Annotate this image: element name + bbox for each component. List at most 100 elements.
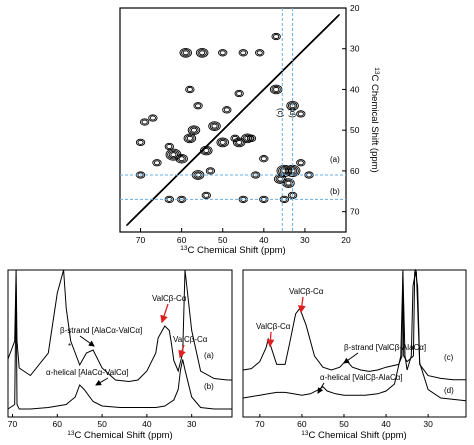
x-tick-label: 40 (381, 419, 391, 429)
annotation-alpha-helical-right: α-helical [ValCβ-AlaCα] (320, 373, 403, 382)
trace-c (242, 268, 466, 381)
annotation-valcb-2: ValCβ-Cα (173, 335, 208, 344)
black-arrow-beta-right (343, 352, 359, 364)
annotation-valcb-4: ValCβ-Cα (289, 287, 324, 296)
red-arrow-1 (160, 303, 169, 324)
black-arrow-beta-left (79, 335, 95, 347)
cross-peak-contour (195, 47, 209, 58)
cross-peak-contour (246, 134, 257, 142)
cross-peak-contour (137, 139, 144, 145)
cross-peak-contour (222, 106, 232, 114)
y-tick-label: 20 (350, 3, 360, 13)
cross-peak-contour (219, 139, 226, 145)
cross-peak-contour (255, 49, 265, 57)
right-1d-slices: 70 60 50 40 30 (c) (d) ValCβ-Cα ValCβ-Cα β-s… (242, 268, 467, 442)
black-arrow-alpha-right (317, 382, 325, 394)
x-tick-label: 70 (255, 419, 265, 429)
cross-peak-contour (296, 159, 306, 167)
y-tick-label: 50 (350, 125, 360, 135)
cross-peak-contour (223, 107, 230, 113)
cross-peak-contour (175, 153, 188, 164)
x-tick-label: 60 (177, 235, 187, 245)
cross-peak-contour (153, 160, 161, 166)
cross-peak-contour (304, 171, 314, 179)
cross-peak-contour (285, 180, 292, 186)
cross-peak-contour (201, 191, 211, 199)
top-2d-spectrum: 70 60 50 40 30 20 20 30 40 50 60 70 (a) (b) (c) (d… (119, 3, 381, 257)
cross-peak-contour (181, 49, 191, 57)
slice-label-d: (d) (288, 108, 297, 118)
left-x-ticks: 70 60 50 40 30 (8, 414, 197, 429)
left-traces (7, 269, 232, 410)
cross-peak-contour (256, 50, 263, 56)
right-trace-label-d: (d) (444, 386, 454, 395)
cross-peak-contour (218, 49, 228, 57)
cross-peak-contour (195, 103, 202, 109)
cross-peak-contour (297, 111, 304, 117)
cross-peak-contour (260, 156, 267, 162)
cross-peak-contour (273, 34, 280, 39)
annotation-beta-strand-right: β-strand [ValCβ-AlaCα] (344, 343, 426, 352)
cross-peak-contour (166, 144, 173, 149)
right-x-axis-label: 13C Chemical Shift (ppm) (301, 430, 406, 442)
cross-peak-contour (203, 148, 210, 153)
cross-peak-contour (275, 175, 285, 183)
trace-a (7, 269, 232, 383)
cross-peak-contour (271, 85, 281, 94)
annotation-valcb-1: ValCβ-Cα (152, 294, 187, 303)
y-tick-label: 30 (350, 44, 360, 54)
annotation-beta-strand-left: β-strand [AlaCα-ValCα] (60, 326, 142, 335)
cross-peak-contour (273, 87, 280, 92)
cross-peak-contour (248, 135, 255, 141)
y-tick-label: 70 (350, 207, 360, 217)
cross-peak-contour (244, 135, 251, 141)
top-y-ticks: 20 30 40 50 60 70 (342, 3, 360, 217)
cross-peak-contour (205, 167, 216, 175)
cross-peak-contour (279, 167, 290, 175)
slice-label-b: (b) (330, 187, 340, 196)
cross-peak-contour (236, 91, 243, 96)
left-x-axis-label: 13C Chemical Shift (ppm) (67, 430, 172, 442)
top-x-axis-label: 13C Chemical Shift (ppm) (180, 245, 285, 257)
top-y-axis-label: 13C Chemical Shift (ppm) (369, 67, 381, 172)
cross-peak-contour (208, 121, 221, 131)
cross-peak-contour (281, 168, 288, 174)
annotation-asterisk: * (68, 342, 71, 351)
cross-peak-contour (186, 87, 193, 92)
cross-peak-contour (201, 146, 211, 155)
cross-peak-contour (218, 138, 228, 147)
cross-peak-contour (234, 89, 244, 98)
cross-peak-contour (230, 134, 240, 142)
cross-peak-contour (240, 50, 247, 56)
left-trace-label-b: (b) (204, 382, 214, 391)
cross-peak-contour (187, 125, 201, 136)
annotation-alpha-helical-left: α-helical [AlaCα-ValCα] (46, 368, 129, 377)
x-tick-label: 40 (142, 419, 152, 429)
cross-peak-contour (271, 32, 281, 41)
cross-peak-contour (297, 160, 304, 166)
cross-peak-contour (232, 135, 239, 141)
red-arrow-3 (266, 331, 275, 348)
left-1d-slices: 70 60 50 40 30 (a) (b) ValCβ-Cα ValCβ-Cα β-s… (7, 269, 233, 442)
cross-peak-contour (207, 168, 214, 174)
trace-d (242, 271, 467, 402)
cross-peak-contour (209, 122, 220, 130)
cross-peak-contour (186, 135, 193, 141)
right-x-ticks: 70 60 50 40 30 (255, 414, 433, 429)
cross-peak-contour (178, 156, 185, 162)
cross-peak-contour (140, 118, 150, 126)
top-x-ticks: 70 60 50 40 30 20 (136, 228, 351, 245)
cross-peak-contour (278, 166, 291, 176)
slice-guide-lines (120, 8, 346, 232)
x-tick-label: 20 (341, 235, 351, 245)
red-arrow-2 (178, 344, 186, 359)
cross-peak-contour (185, 134, 195, 142)
x-tick-label: 60 (297, 419, 307, 429)
right-traces (242, 268, 467, 402)
y-tick-label: 60 (350, 166, 360, 176)
cross-peak-contour (149, 115, 156, 121)
x-tick-label: 60 (53, 419, 63, 429)
cross-peak-contour (211, 123, 218, 129)
cross-peak-contour (189, 126, 199, 134)
